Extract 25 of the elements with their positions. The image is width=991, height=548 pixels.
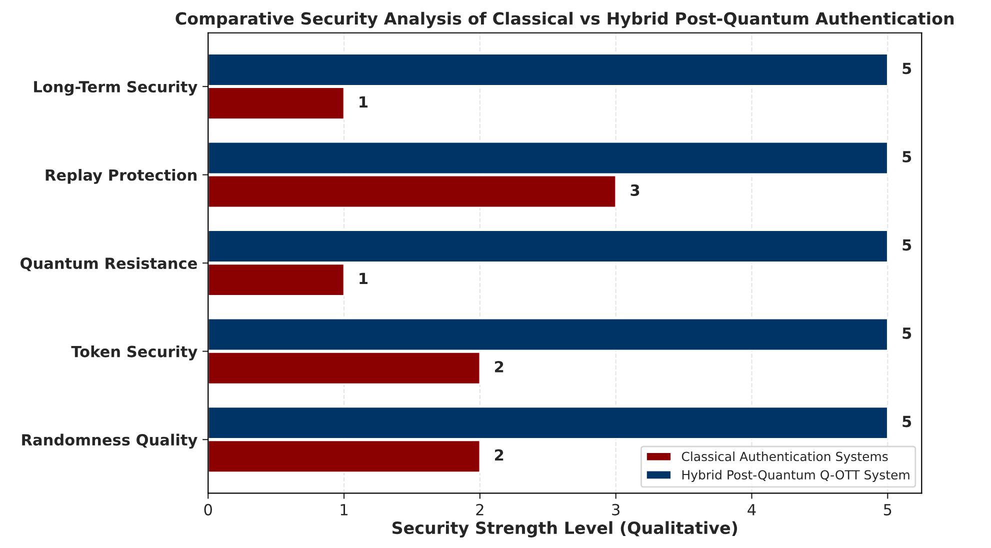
data-label: 1 xyxy=(360,272,368,284)
legend-label: Classical Authentication Systems xyxy=(682,452,888,464)
data-label: 5 xyxy=(902,151,912,162)
chart-title: Comparative Security Analysis of Classical vs Hybrid Post-Quantum Authentication xyxy=(176,12,954,28)
x-tick-label: 2 xyxy=(476,504,484,516)
x-axis-title: Security Strength Level (Qualitative) xyxy=(392,521,738,538)
y-tick-label: Randomness Quality xyxy=(22,434,198,449)
data-label: 2 xyxy=(495,360,504,372)
data-label: 5 xyxy=(902,62,912,74)
data-label: 1 xyxy=(360,96,368,108)
x-tick-label: 0 xyxy=(204,504,212,516)
y-tick-label: Quantum Resistance xyxy=(20,257,197,272)
data-label: 3 xyxy=(630,184,640,196)
x-tick-label: 4 xyxy=(748,504,756,516)
x-tick-label: 1 xyxy=(340,504,348,516)
x-tick-label: 5 xyxy=(884,504,892,516)
y-tick-label: Replay Protection xyxy=(46,168,196,184)
data-label: 5 xyxy=(902,416,912,428)
data-label: 5 xyxy=(902,239,912,251)
y-tick-label: Token Security xyxy=(71,346,198,360)
data-label: 5 xyxy=(902,328,912,339)
y-tick-label: Long-Term Security xyxy=(34,80,198,96)
legend-label: Hybrid Post-Quantum Q-OTT System xyxy=(682,470,910,482)
x-tick-label: 3 xyxy=(612,504,620,516)
data-label: 2 xyxy=(495,449,504,461)
